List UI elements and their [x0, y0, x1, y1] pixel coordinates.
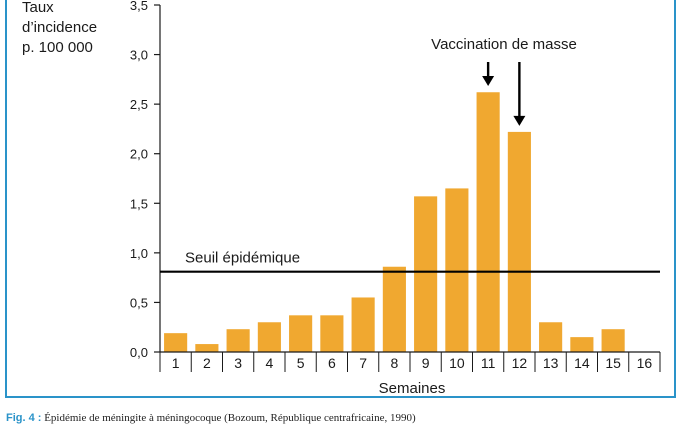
bar-week-4 — [257, 322, 281, 352]
annotation-label: Vaccination de masse — [431, 36, 577, 53]
x-tick-label: 12 — [512, 355, 528, 371]
bar-week-11 — [476, 92, 500, 352]
y-tick-label: 3,5 — [130, 0, 148, 13]
y-tick-label: 2,0 — [130, 147, 148, 162]
bar-week-6 — [320, 315, 344, 352]
annotation-arrow-head-week-12 — [513, 115, 526, 126]
x-tick-label: 14 — [574, 355, 590, 371]
caption-text: Épidémie de méningite à méningocoque (Bo… — [44, 412, 416, 424]
bar-week-1 — [164, 333, 188, 352]
y-tick-label: 3,0 — [130, 48, 148, 63]
x-tick-label: 6 — [328, 355, 336, 371]
figure-frame — [5, 0, 676, 398]
y-axis-title-line: p. 100 000 — [22, 39, 93, 56]
x-tick-label: 16 — [637, 355, 653, 371]
y-tick-label: 1,5 — [130, 196, 148, 211]
annotation-arrow-head-week-11 — [482, 76, 495, 86]
bar-week-12 — [507, 131, 531, 352]
x-tick-label: 15 — [605, 355, 621, 371]
bar-week-3 — [226, 329, 250, 352]
bar-week-15 — [601, 329, 625, 352]
x-tick-label: 5 — [297, 355, 305, 371]
x-tick-label: 10 — [449, 355, 465, 371]
caption-prefix: Fig. 4 : — [6, 412, 42, 424]
bar-week-7 — [351, 297, 375, 352]
bar-week-10 — [445, 188, 469, 352]
x-tick-label: 7 — [359, 355, 367, 371]
x-tick-label: 3 — [234, 355, 242, 371]
y-tick-label: 0,5 — [130, 295, 148, 310]
x-tick-label: 1 — [172, 355, 180, 371]
figure-caption: Fig. 4 : Épidémie de méningite à méningo… — [6, 412, 416, 424]
bar-week-2 — [195, 344, 219, 352]
bar-week-9 — [414, 196, 438, 352]
x-tick-label: 8 — [390, 355, 398, 371]
x-tick-label: 11 — [481, 355, 496, 371]
x-tick-label: 2 — [203, 355, 211, 371]
y-tick-label: 2,5 — [130, 97, 148, 112]
threshold-label: Seuil épidémique — [185, 250, 300, 267]
y-axis-title-line: Taux — [22, 0, 54, 16]
y-tick-label: 0,0 — [130, 345, 148, 360]
x-tick-label: 4 — [265, 355, 273, 371]
x-tick-label: 13 — [543, 355, 559, 371]
y-tick-label: 1,0 — [130, 246, 148, 261]
bar-week-14 — [570, 337, 594, 352]
x-axis-title: Semaines — [379, 380, 446, 397]
bar-week-8 — [382, 266, 406, 352]
x-tick-label: 9 — [422, 355, 430, 371]
y-axis-title-line: d’incidence — [22, 19, 97, 36]
bar-week-13 — [539, 322, 563, 352]
bar-chart: Taux d’incidence p. 100 000 0,0 0,5 1,0 1,5 2,0… — [22, 0, 661, 397]
bar-week-5 — [289, 315, 313, 352]
